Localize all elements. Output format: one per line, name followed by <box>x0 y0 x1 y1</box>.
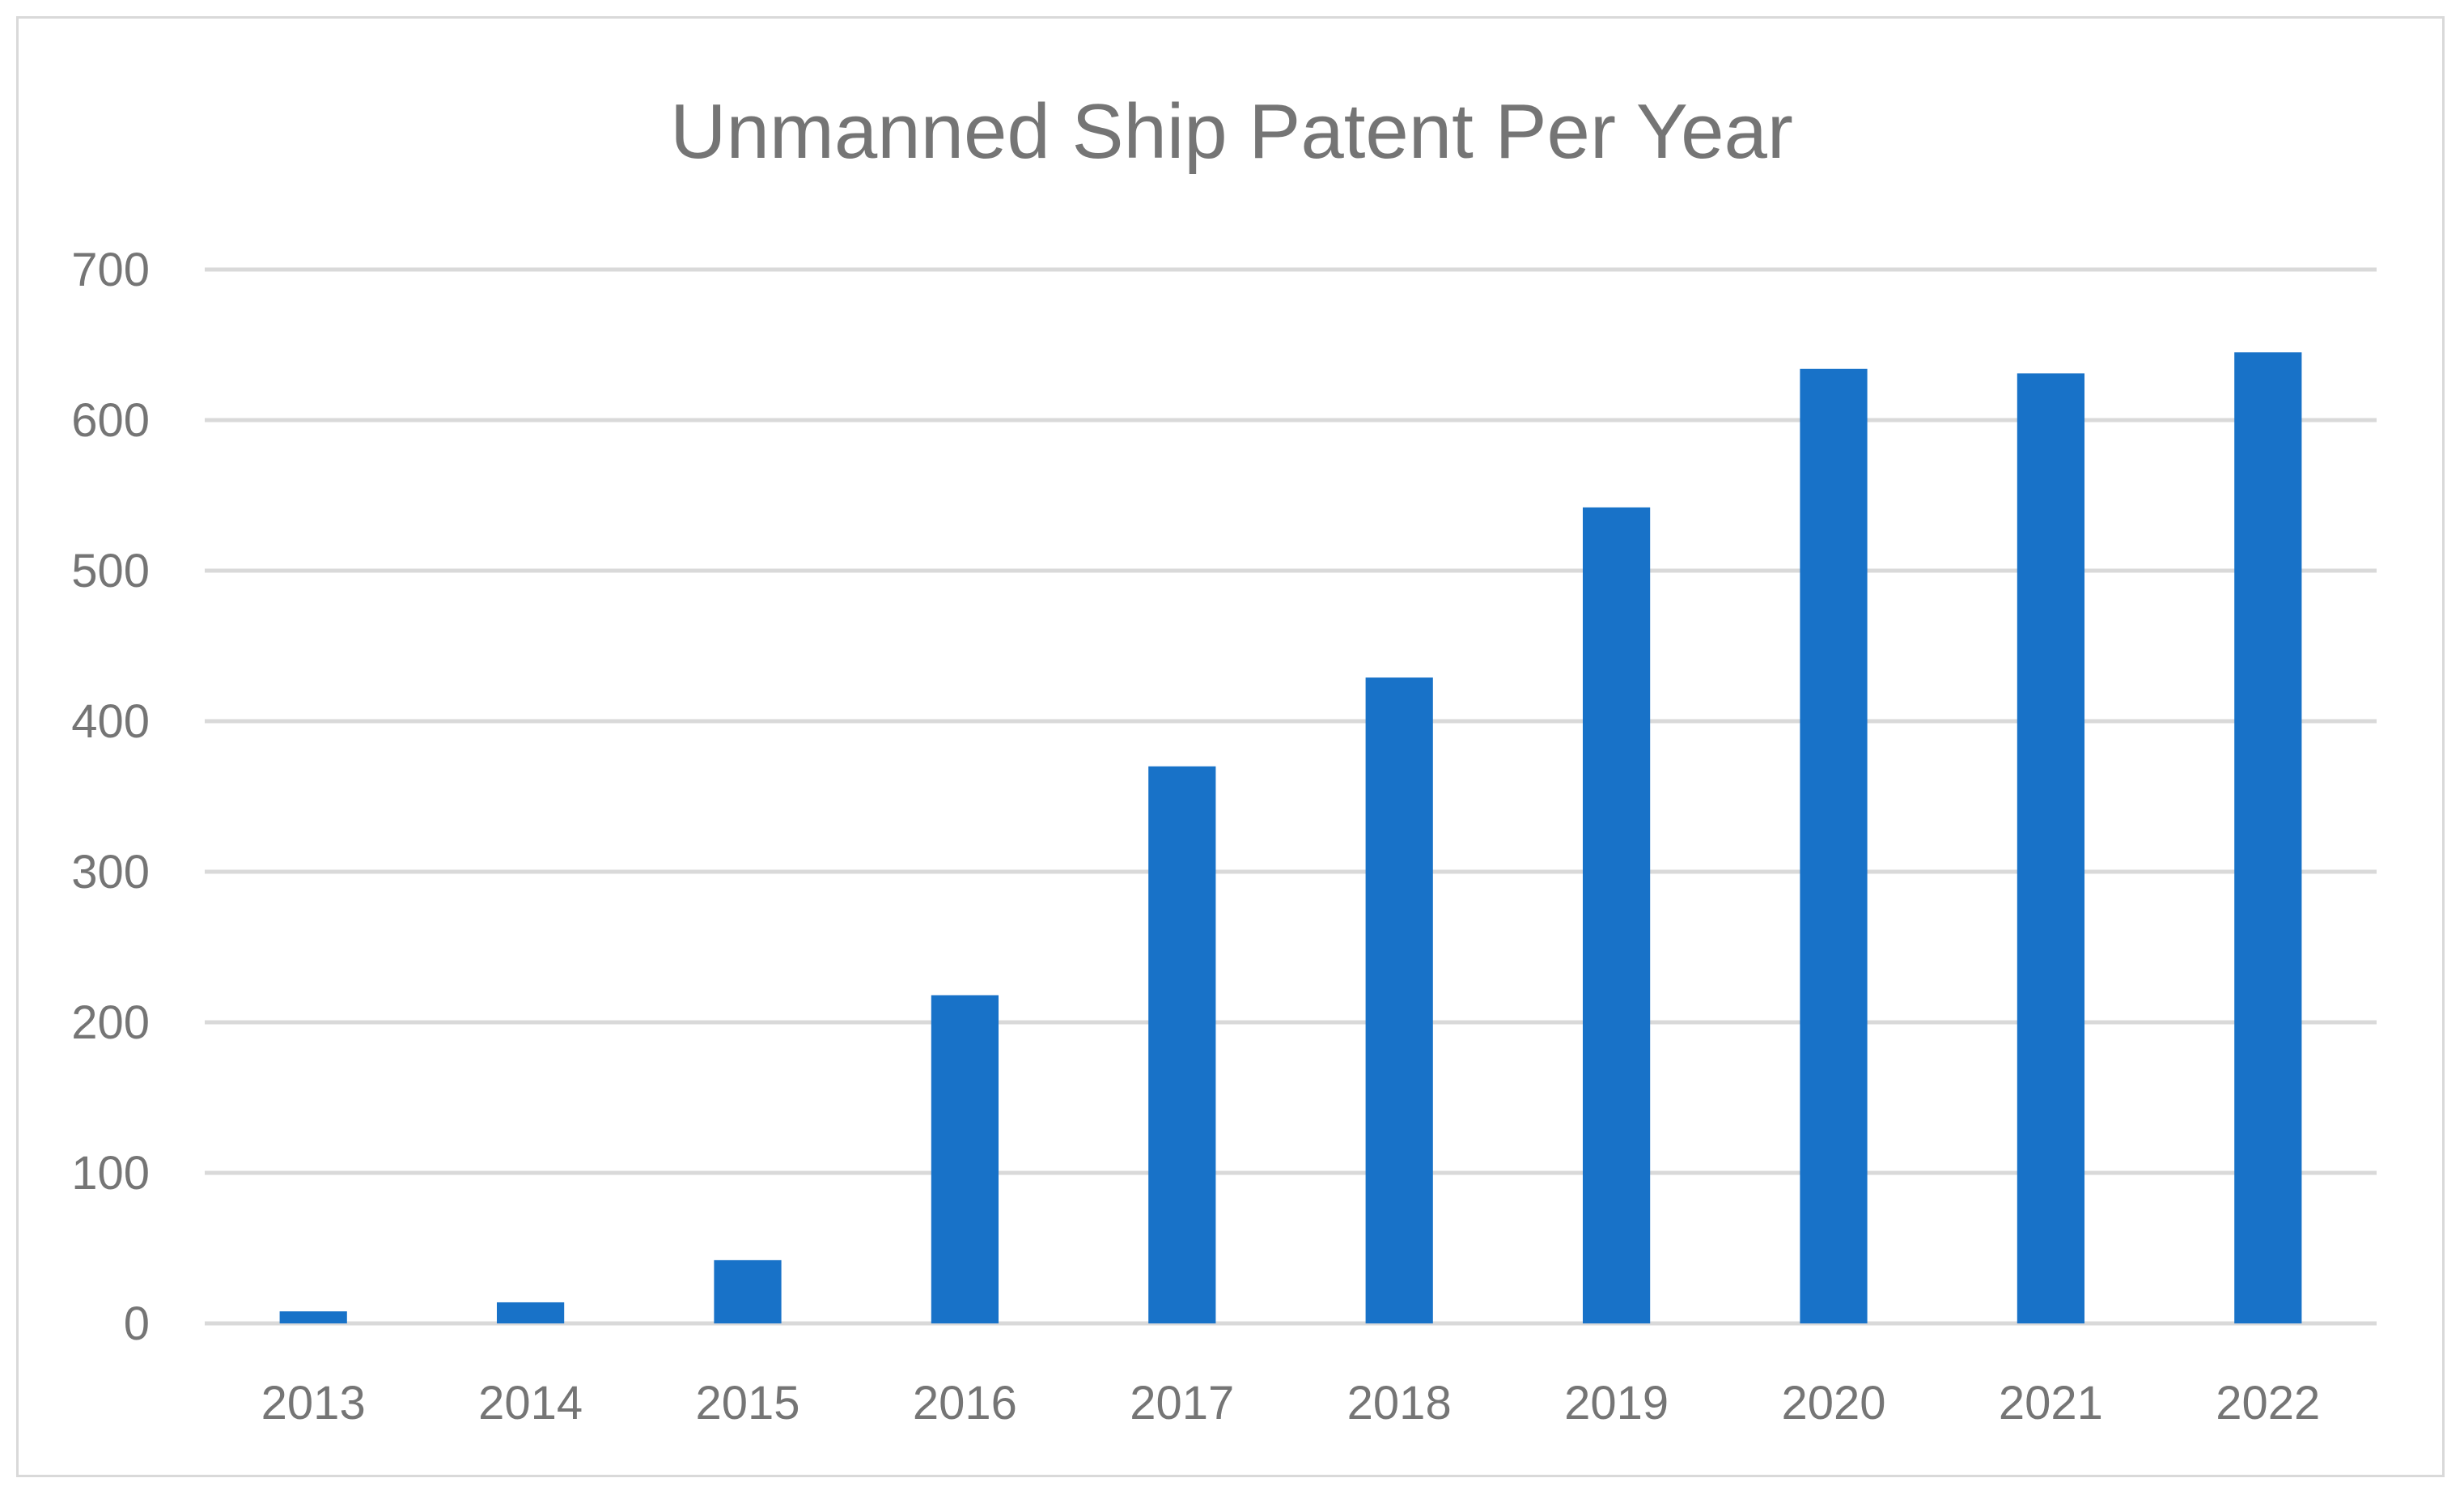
y-tick-label: 600 <box>71 394 150 447</box>
x-tick-label: 2020 <box>1781 1377 1885 1429</box>
bar-2018 <box>1365 677 1433 1323</box>
gridlines <box>205 267 2377 1326</box>
bar-2016 <box>931 995 999 1323</box>
y-tick-label: 200 <box>71 996 150 1049</box>
y-tick-label: 500 <box>71 545 150 597</box>
x-tick-label: 2015 <box>695 1377 799 1429</box>
y-tick-label: 400 <box>71 695 150 748</box>
y-tick-label: 0 <box>124 1298 150 1350</box>
bar-2013 <box>279 1311 347 1323</box>
x-tick-label: 2016 <box>913 1377 1017 1429</box>
bar-2015 <box>714 1259 782 1323</box>
bar-2020 <box>1800 368 1868 1323</box>
y-tick-label: 300 <box>71 846 150 898</box>
chart-title: Unmanned Ship Patent Per Year <box>670 88 1793 175</box>
x-axis-ticks: 2013 2014 2015 2016 2017 2018 2019 2020 2021 2022 <box>261 1377 2321 1429</box>
x-tick-label: 2018 <box>1347 1377 1452 1429</box>
x-tick-label: 2019 <box>1564 1377 1669 1429</box>
y-tick-label: 700 <box>71 244 150 296</box>
x-tick-label: 2021 <box>1999 1377 2103 1429</box>
x-tick-label: 2022 <box>2216 1377 2320 1429</box>
bar-2019 <box>1582 507 1651 1323</box>
bar-2021 <box>2017 373 2085 1324</box>
y-tick-label: 100 <box>71 1147 150 1200</box>
x-tick-label: 2017 <box>1130 1377 1234 1429</box>
y-axis-ticks: 0 100 200 300 400 500 600 700 <box>71 244 150 1350</box>
bars <box>279 352 2302 1324</box>
x-tick-label: 2013 <box>261 1377 366 1429</box>
x-tick-label: 2014 <box>478 1377 583 1429</box>
bar-2022 <box>2234 352 2302 1323</box>
bar-2017 <box>1148 766 1216 1323</box>
bar-2014 <box>496 1302 565 1323</box>
